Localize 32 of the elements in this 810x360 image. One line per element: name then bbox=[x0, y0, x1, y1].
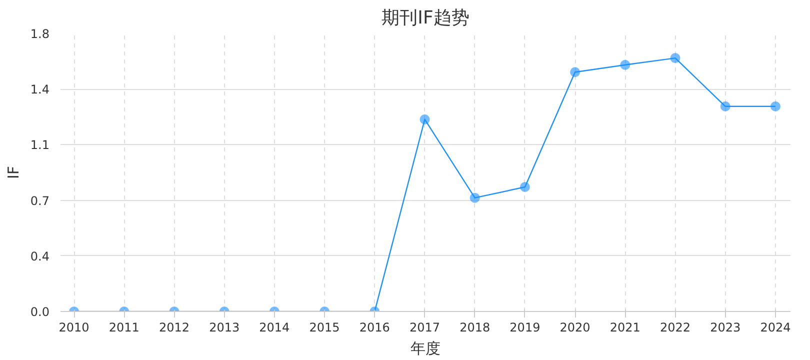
x-tick-label: 2021 bbox=[610, 320, 640, 334]
x-tick-label: 2016 bbox=[359, 320, 390, 334]
x-tick-label: 2012 bbox=[158, 320, 190, 334]
point bbox=[470, 192, 480, 203]
chart-title: 期刊IF趋势 bbox=[382, 8, 470, 28]
x-axis-title: 年度 bbox=[410, 340, 440, 358]
y-tick-label: 0.0 bbox=[30, 305, 50, 319]
point bbox=[520, 182, 530, 192]
y-tick-label: 0.7 bbox=[30, 194, 50, 208]
x-tick-label: 2019 bbox=[510, 320, 540, 334]
x-tick-label: 2017 bbox=[409, 320, 440, 334]
x-tick-label: 2011 bbox=[108, 320, 140, 334]
point bbox=[570, 67, 580, 78]
x-tick-label: 2015 bbox=[309, 320, 340, 334]
x-tick-label: 2022 bbox=[660, 320, 691, 334]
x-tick-label: 2014 bbox=[259, 320, 290, 334]
x-tick-label: 2013 bbox=[209, 320, 240, 334]
point bbox=[770, 101, 780, 112]
x-tick-label: 2018 bbox=[460, 320, 490, 334]
point bbox=[620, 60, 630, 70]
y-axis-title: IF bbox=[4, 166, 22, 180]
y-tick-label: 0.4 bbox=[30, 249, 50, 264]
x-tick-label: 2010 bbox=[58, 320, 90, 334]
y-tick-label: 1.4 bbox=[30, 82, 50, 97]
x-tick-label: 2024 bbox=[760, 320, 791, 334]
y-tick-label: 1.8 bbox=[30, 27, 50, 41]
point bbox=[720, 101, 730, 112]
x-tick-label: 2023 bbox=[710, 320, 741, 334]
point bbox=[420, 114, 430, 124]
y-tick-label: 1.1 bbox=[30, 138, 50, 152]
x-tick-label: 2020 bbox=[560, 320, 590, 334]
point bbox=[670, 53, 680, 64]
